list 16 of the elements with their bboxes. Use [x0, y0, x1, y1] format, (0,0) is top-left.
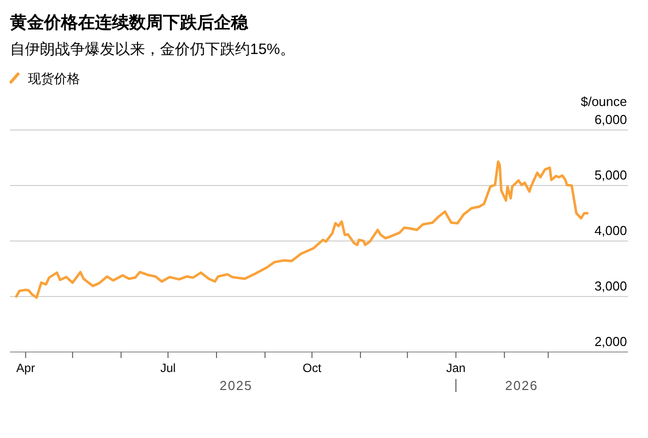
y-tick-label: 5,000: [594, 168, 627, 182]
y-tick-label: 6,000: [594, 112, 627, 127]
x-tick-label: Apr: [16, 361, 35, 375]
y-tick-label: 4,000: [594, 223, 627, 238]
text: 2025: [220, 378, 253, 393]
y-tick-label: 3,000: [594, 278, 627, 294]
x-tick-label: Jul: [160, 361, 176, 375]
y-axis-title: $/ounce: [580, 94, 627, 109]
chart-subtitle: 自伊朗战争爆发以来，金价仍下跌约15%。: [10, 41, 296, 58]
x-tick-label: Jan: [446, 361, 466, 375]
legend: 现货价格: [10, 71, 80, 86]
text: 2026: [505, 378, 538, 393]
chart-title: 黄金价格在连续数周下跌后企稳: [9, 13, 249, 32]
legend-label: 现货价格: [28, 71, 80, 86]
y-tick-label: 2,000: [594, 334, 627, 349]
x-tick-label: Oct: [302, 361, 322, 375]
